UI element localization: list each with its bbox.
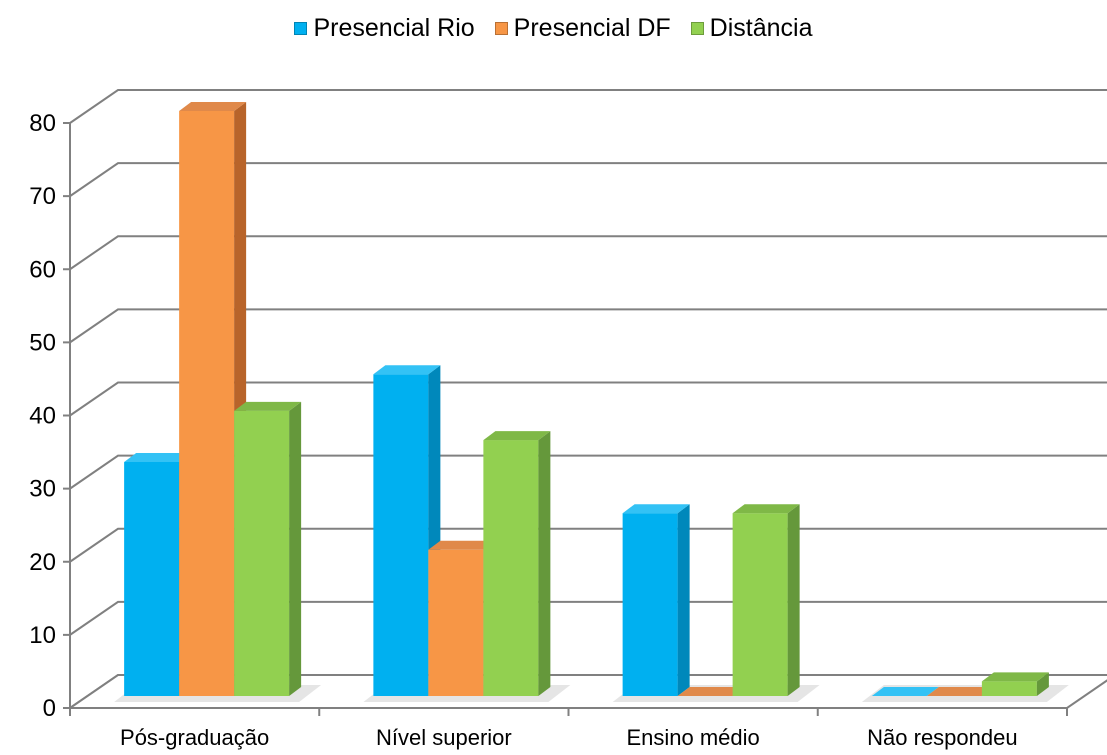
bar-side — [677, 504, 690, 696]
gridline — [69, 308, 1107, 344]
bar-front — [981, 681, 1037, 696]
legend-item-series-0: Presencial Rio — [294, 14, 475, 43]
legend-swatch-series-0 — [294, 22, 308, 35]
bar-front — [732, 513, 788, 696]
gridline — [69, 235, 1107, 271]
bar-top — [234, 401, 302, 411]
bar-top — [483, 431, 551, 441]
bar — [677, 687, 745, 696]
bar-top — [124, 453, 192, 462]
legend-item-series-2: Distância — [690, 14, 813, 43]
bar — [622, 504, 690, 696]
gridline — [69, 381, 1107, 417]
bar — [234, 401, 302, 696]
bars — [114, 102, 1069, 702]
legend-label-series-0: Presencial Rio — [313, 14, 475, 42]
bar-front — [483, 440, 539, 696]
bar-front — [373, 374, 429, 696]
bar-front — [622, 513, 678, 696]
bar — [732, 504, 800, 696]
bar-front — [234, 410, 290, 696]
bar-front — [179, 111, 235, 696]
y-tick-label: 10 — [29, 622, 56, 649]
legend-label-series-2: Distância — [709, 14, 813, 42]
legend-swatch-series-1 — [494, 22, 508, 35]
y-tick-label: 20 — [29, 549, 56, 576]
bar-top — [622, 504, 690, 514]
bar — [926, 687, 994, 696]
bar-side — [787, 504, 800, 696]
bar-top — [428, 540, 496, 550]
chart-legend: Presencial Rio Presencial DF Distância — [0, 14, 1107, 43]
legend-item-series-1: Presencial DF — [494, 14, 671, 43]
bar-top — [677, 687, 745, 696]
x-category-label: Ensino médio — [626, 725, 759, 750]
legend-swatch-series-2 — [690, 22, 704, 35]
y-axis-ticks: 0 10 20 30 40 50 60 70 80 — [29, 110, 56, 722]
bar — [981, 672, 1049, 696]
bar-front — [428, 549, 484, 696]
bar — [373, 365, 441, 696]
y-tick-label: 40 — [29, 403, 56, 430]
bar-side — [1036, 672, 1049, 696]
bar-top — [179, 102, 247, 111]
legend-label-series-1: Presencial DF — [513, 14, 671, 42]
bar-side — [289, 401, 302, 696]
bar — [483, 431, 551, 696]
x-category-label: Nível superior — [376, 725, 512, 750]
axes — [63, 122, 1107, 716]
bar-top — [732, 504, 800, 514]
bar-top — [926, 687, 994, 696]
bar-top — [373, 365, 441, 375]
bar-side — [538, 431, 551, 696]
x-category-label: Pós-graduação — [120, 725, 269, 750]
bar-top — [981, 672, 1049, 682]
y-tick-label: 0 — [43, 695, 56, 722]
y-tick-label: 80 — [29, 110, 56, 137]
x-axis-labels: Pós-graduação Nível superior Ensino médio N… — [120, 725, 1018, 750]
bar-top — [871, 687, 939, 696]
y-tick-label: 60 — [29, 256, 56, 283]
gridline — [69, 454, 1107, 490]
y-tick-label: 50 — [29, 329, 56, 356]
bar-front — [124, 462, 180, 696]
bar — [871, 687, 939, 696]
y-tick-label: 30 — [29, 476, 56, 503]
gridline — [69, 162, 1107, 197]
y-tick-label: 70 — [29, 183, 56, 210]
x-category-label: Não respondeu — [867, 725, 1017, 750]
gridline — [69, 89, 1107, 124]
